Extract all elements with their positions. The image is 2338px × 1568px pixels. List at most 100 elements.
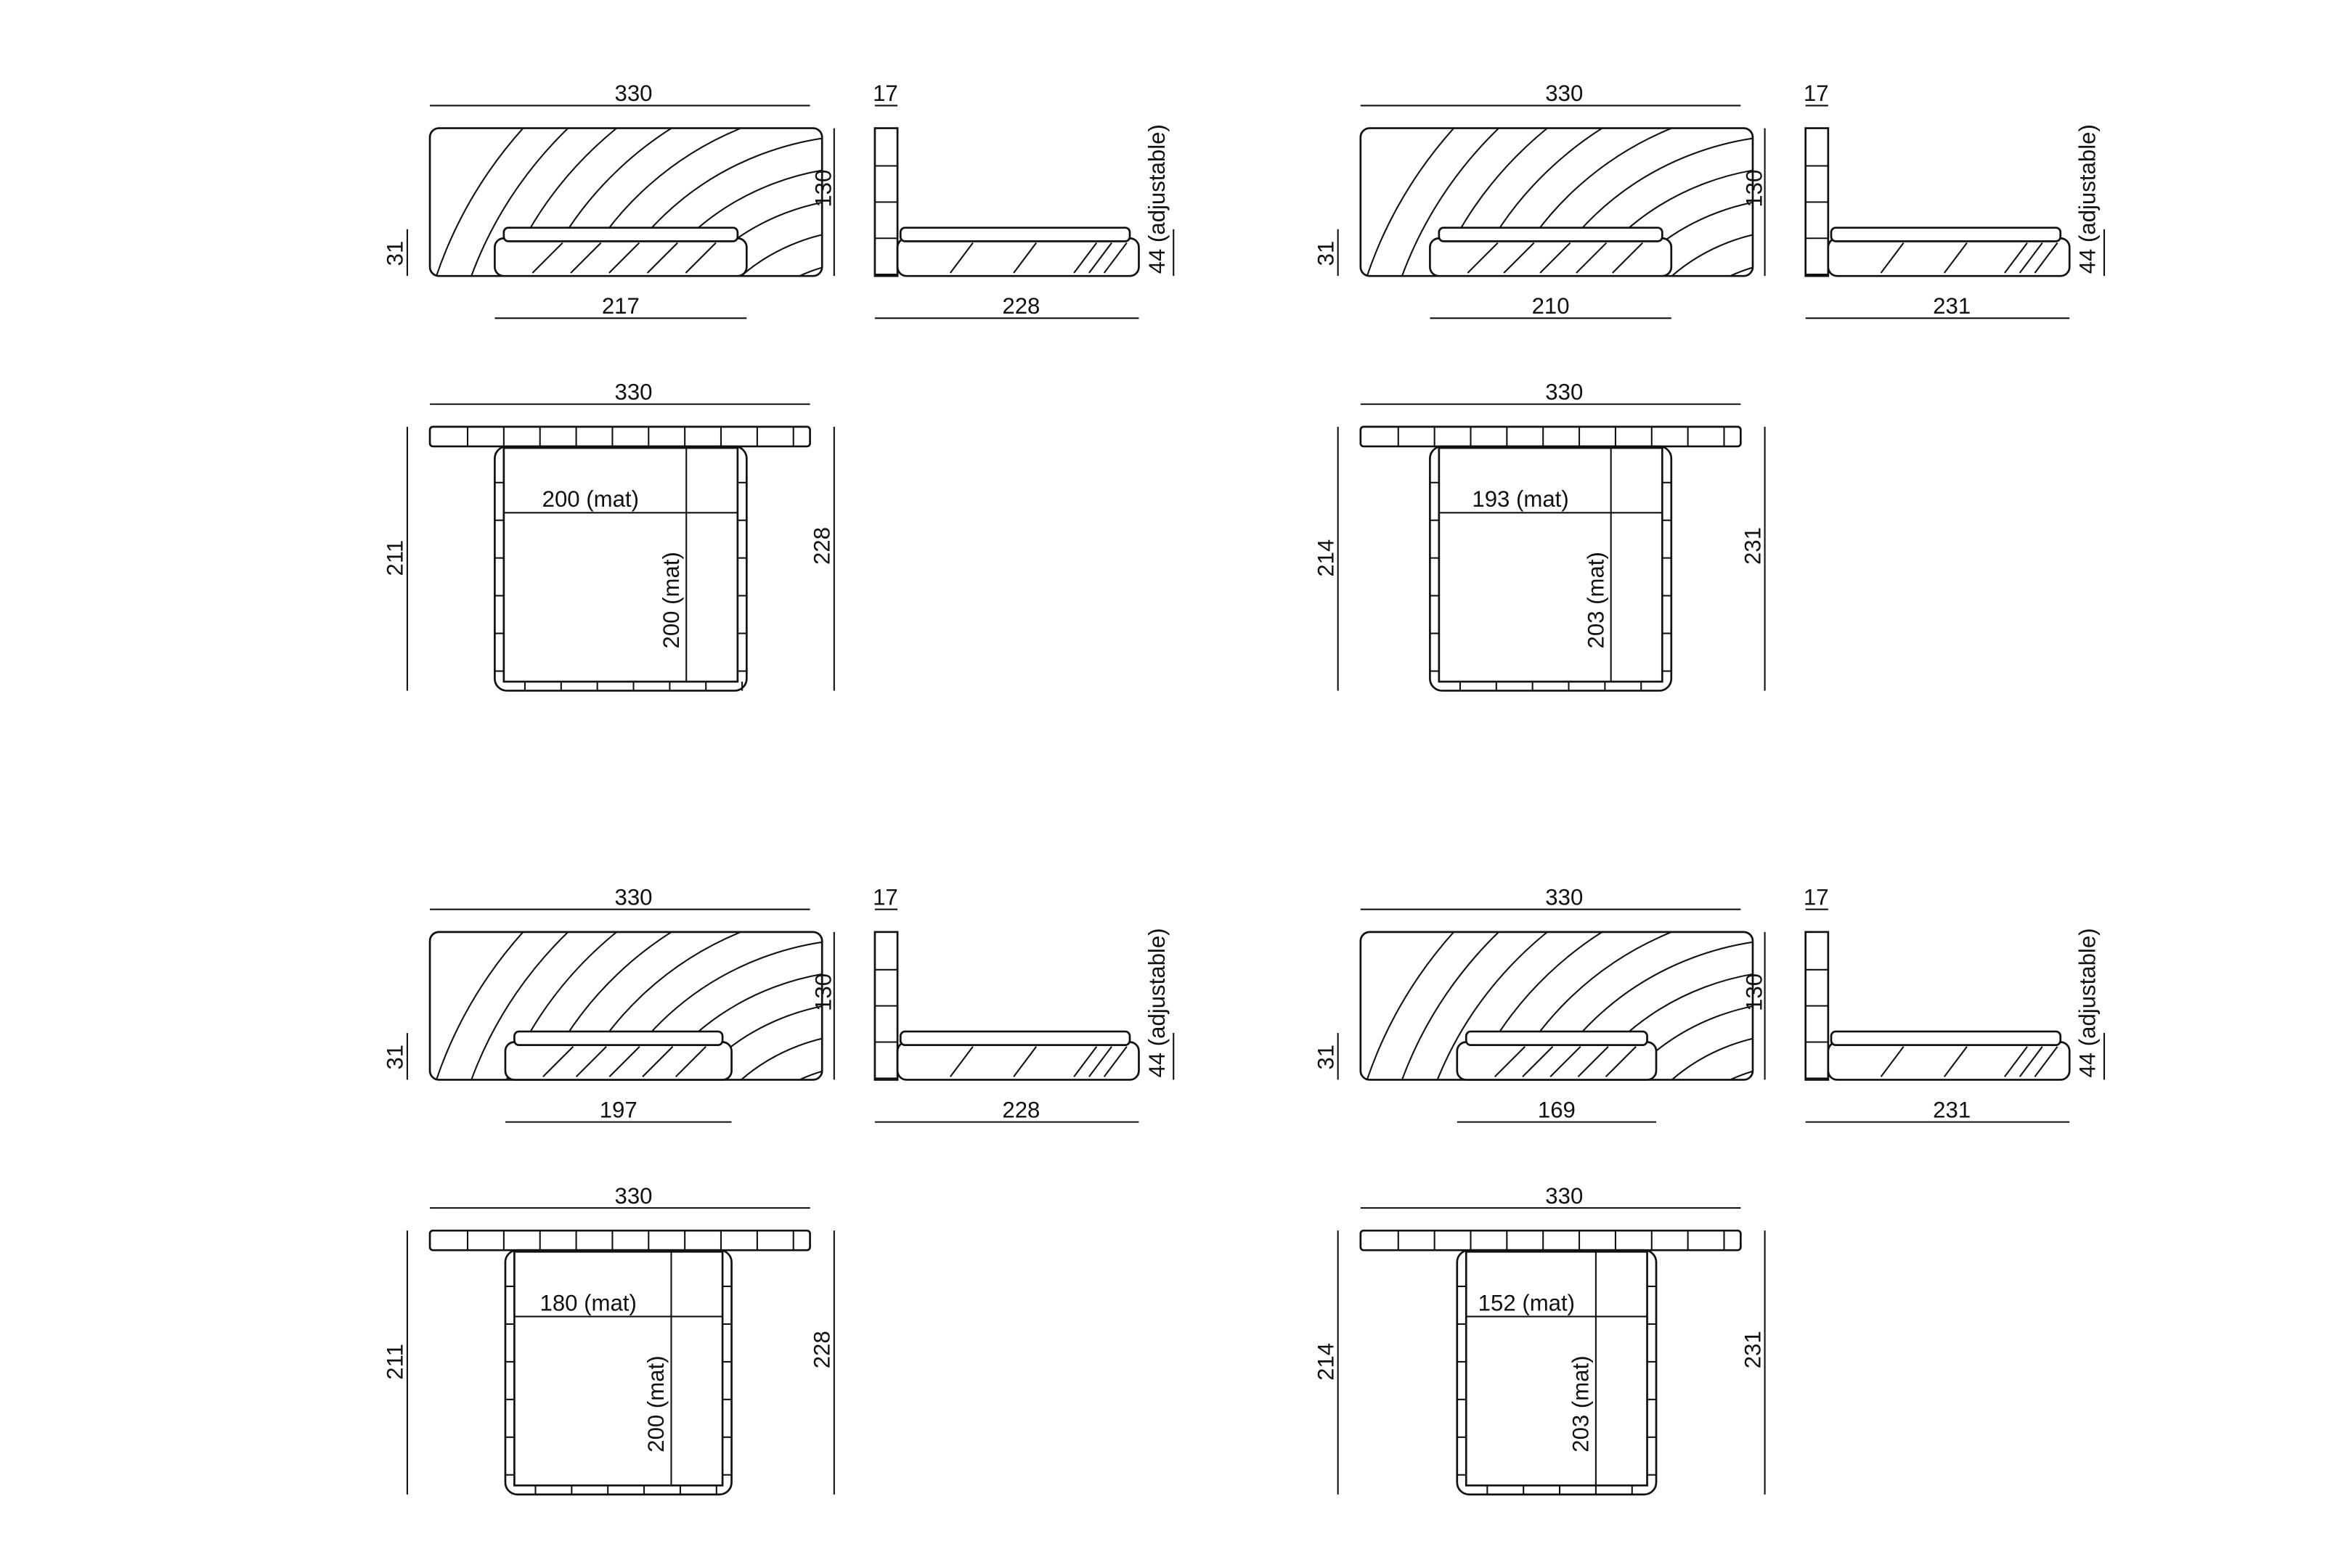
depth-label: 214 [1313,1343,1338,1381]
base-stripe [1577,1045,1609,1078]
side-stripe [1013,1046,1038,1077]
bed-base [494,237,748,277]
mattress [1438,226,1663,242]
side-stripe [1943,1046,1968,1077]
adjustable-height-label: 44 (adjustable) [2075,928,2101,1077]
total-depth-label: 228 [810,1331,835,1368]
top-width-label: 330 [615,380,653,405]
stripe [1677,293,1918,522]
side-stripe [2004,242,2028,274]
mattress [502,226,739,242]
total-depth-label: 228 [810,527,835,565]
width-label: 330 [615,81,653,106]
height-label: 130 [1741,170,1767,208]
mattress [513,1030,724,1047]
mattress-width-label: 180 (mat) [540,1290,637,1315]
bed-base [1429,237,1673,277]
headboard-label: 17 [873,884,898,910]
side-stripe [2034,1046,2058,1077]
side-stripe [949,242,974,274]
top-mattress [1438,446,1663,683]
side-stripe [1103,1046,1128,1077]
height-label: 130 [1741,973,1767,1011]
base-stripe [1522,1045,1554,1078]
side-stripe [2034,242,2058,274]
total-depth-label: 231 [1740,527,1765,565]
depth-label: 228 [1002,293,1040,319]
base-stripe [542,1045,574,1078]
base-height-label: 31 [383,1045,408,1070]
bed-base [1456,1041,1658,1081]
side-stripe [949,1046,974,1077]
base-stripe [685,242,717,274]
top-headboard [428,1229,811,1251]
mattress-width-label: 200 (mat) [542,486,639,512]
bed-base [504,1041,733,1081]
base-stripe [1503,242,1535,274]
base-height-label: 31 [1313,241,1338,266]
base-stripe [570,242,602,274]
width-label: 330 [1545,81,1583,106]
top-mattress [502,446,739,683]
side-mattress [1830,1030,2062,1047]
stripe [1360,128,1753,277]
base-stripe [1494,1045,1526,1078]
side-stripe [2004,1046,2028,1077]
adjustable-height-label: 44 (adjustable) [1144,928,1170,1077]
side-stripe [1088,242,1112,274]
bed-variant: 330 130 31 197 17 44 (adjustable) 228 330 180 (m… [383,884,1175,1496]
height-label: 130 [811,170,836,208]
mattress-length-label: 203 (mat) [1583,552,1608,648]
headboard-stripes [430,128,823,277]
width-label: 330 [615,884,653,910]
mattress-length-label: 203 (mat) [1568,1355,1594,1452]
side-base [896,237,1140,277]
side-stripe [1088,1046,1112,1077]
height-label: 130 [811,973,836,1011]
mattress [1465,1030,1648,1047]
top-width-label: 330 [1545,1183,1583,1209]
stripe [430,128,823,277]
base-stripe [1549,1045,1581,1078]
mattress-width-label: 152 (mat) [1478,1290,1575,1315]
adjustable-height-label: 44 (adjustable) [2075,124,2101,274]
side-stripe [1073,242,1098,274]
bed-variant: 330 130 31 210 17 44 (adjustable) 231 330 193 (m… [1313,81,2106,692]
side-stripe [1073,1046,1098,1077]
side-mattress [899,1030,1131,1047]
top-mattress [1465,1250,1648,1487]
base-height-label: 31 [383,241,408,266]
depth-label: 231 [1933,1097,1971,1122]
base-height-label: 31 [1313,1045,1338,1070]
side-stripe [1943,242,1968,274]
base-width-label: 210 [1532,293,1570,319]
mattress-width-label: 193 (mat) [1472,486,1568,512]
top-headboard [1359,425,1742,448]
depth-label: 228 [1002,1097,1040,1122]
base-stripe [675,1045,706,1078]
stripe [1677,1096,1918,1326]
base-width-label: 197 [600,1097,638,1122]
depth-label: 211 [383,1344,408,1380]
base-stripe [1576,242,1608,274]
mattress-length-label: 200 (mat) [643,1355,669,1452]
base-stripe [646,242,678,274]
headboard-label: 17 [1804,81,1829,106]
stripe [712,260,823,277]
depth-label: 214 [1313,539,1338,577]
headboard-label: 17 [1804,884,1829,910]
side-stripe [1103,242,1128,274]
base-stripe [608,1045,640,1078]
base-width-label: 169 [1538,1097,1576,1122]
base-stripe [1467,242,1499,274]
base-stripe [1539,242,1571,274]
top-headboard [1359,1229,1742,1251]
top-headboard [428,425,811,448]
top-mattress [513,1250,724,1487]
base-stripe [642,1045,674,1078]
headboard-label: 17 [873,81,898,106]
bed-variant: 330 130 31 169 17 44 (adjustable) 231 330 152 (m… [1313,884,2106,1496]
width-label: 330 [1545,884,1583,910]
